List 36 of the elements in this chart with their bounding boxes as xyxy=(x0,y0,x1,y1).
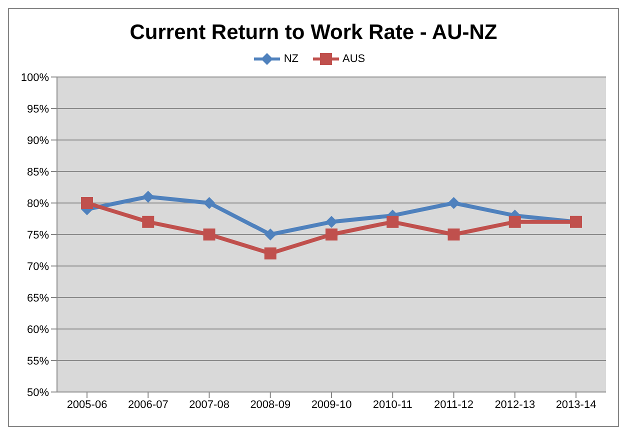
y-tick-label: 65% xyxy=(26,292,50,304)
point xyxy=(448,228,460,240)
point xyxy=(203,197,216,209)
x-tick-label: 2008-09 xyxy=(250,398,291,411)
point xyxy=(386,216,399,228)
point xyxy=(142,190,154,203)
y-tick-label: 55% xyxy=(26,355,50,368)
x-tick-label: 2011-12 xyxy=(434,398,474,411)
y-tick-label: 95% xyxy=(26,103,50,116)
x-tick-label: 2006-07 xyxy=(128,398,168,411)
legend-label: NZ xyxy=(284,53,299,65)
point xyxy=(264,228,276,240)
point xyxy=(448,197,460,209)
y-tick-label: 85% xyxy=(26,166,50,178)
point xyxy=(508,216,521,228)
x-tick-label: 2007-08 xyxy=(189,398,230,411)
point xyxy=(142,216,154,228)
y-tick-label: 60% xyxy=(26,324,50,336)
y-tick-label: 80% xyxy=(26,198,50,210)
point xyxy=(81,197,93,209)
y-tick-label: 50% xyxy=(26,386,50,399)
y-tick-label: 75% xyxy=(26,229,50,242)
x-tick-label: 2013-14 xyxy=(556,398,596,411)
chart-title: Current Return to Work Rate - AU-NZ xyxy=(128,20,498,46)
legend-label: AUS xyxy=(342,53,366,65)
y-tick-label: 90% xyxy=(26,134,50,147)
y-tick-label: 100% xyxy=(20,72,50,84)
point xyxy=(264,247,276,260)
x-tick-label: 2005-06 xyxy=(66,398,108,411)
x-tick-label: 2009-10 xyxy=(311,398,352,411)
point xyxy=(326,228,338,240)
y-tick-label: 70% xyxy=(26,260,50,273)
point xyxy=(326,216,338,228)
x-tick-label: 2010-11 xyxy=(372,398,412,411)
x-tick-label: 2012-13 xyxy=(494,398,536,411)
point xyxy=(203,228,216,240)
